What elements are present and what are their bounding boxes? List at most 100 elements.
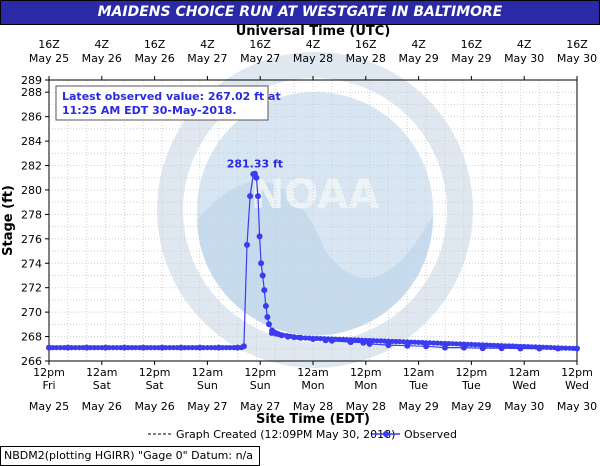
top-tick-hour: 16Z bbox=[249, 38, 271, 51]
observed-point bbox=[255, 193, 261, 200]
observed-point bbox=[461, 341, 467, 347]
observed-point bbox=[144, 345, 150, 351]
bottom-tick-day: Mon bbox=[354, 379, 377, 392]
observed-point bbox=[483, 342, 490, 348]
observed-point bbox=[87, 345, 94, 351]
observed-point bbox=[359, 337, 365, 343]
bottom-tick-day: Tue bbox=[408, 379, 428, 392]
observed-point bbox=[314, 335, 320, 341]
y-tick-label: 272 bbox=[21, 282, 42, 295]
top-tick-hour: 16Z bbox=[355, 38, 377, 51]
observed-point bbox=[427, 340, 433, 346]
bottom-tick-day: Wed bbox=[512, 379, 536, 392]
observed-point bbox=[517, 343, 524, 349]
observed-point bbox=[53, 345, 60, 351]
observed-point bbox=[227, 345, 233, 351]
y-tick-label: 266 bbox=[21, 355, 42, 368]
top-tick-hour: 16Z bbox=[144, 38, 166, 51]
observed-point bbox=[258, 260, 265, 267]
bottom-tick-date: May 28 bbox=[346, 400, 386, 413]
observed-point bbox=[525, 344, 531, 350]
observed-point bbox=[247, 193, 254, 200]
observed-point bbox=[174, 345, 180, 351]
observed-point bbox=[261, 287, 268, 294]
top-tick-hour: 4Z bbox=[517, 38, 532, 51]
top-tick-date: May 26 bbox=[134, 52, 174, 65]
observed-point bbox=[223, 345, 229, 351]
top-tick-hour: 4Z bbox=[200, 38, 215, 51]
bottom-tick-time: 12pm bbox=[350, 366, 382, 379]
annotation-box bbox=[55, 85, 269, 121]
observed-point bbox=[69, 345, 75, 351]
observed-point bbox=[344, 337, 350, 343]
observed-point bbox=[266, 321, 272, 328]
observed-point bbox=[329, 336, 335, 342]
observed-point bbox=[302, 335, 309, 341]
observed-point bbox=[306, 335, 312, 341]
annotation-line-2: 11:25 AM EDT 30-May-2018. bbox=[62, 104, 237, 117]
top-tick-date: May 28 bbox=[346, 52, 386, 65]
observed-point bbox=[182, 345, 188, 351]
observed-point bbox=[408, 339, 414, 345]
watermark-logo-text: NOAA bbox=[251, 172, 379, 218]
observed-point bbox=[536, 344, 542, 350]
observed-point bbox=[389, 338, 395, 344]
y-tick-label: 288 bbox=[21, 86, 42, 99]
bottom-tick-date: May 29 bbox=[451, 400, 491, 413]
observed-point bbox=[404, 339, 410, 345]
y-tick-label: 282 bbox=[21, 160, 42, 173]
observed-point bbox=[419, 339, 425, 346]
top-tick-date: May 30 bbox=[557, 52, 597, 65]
observed-point bbox=[61, 345, 67, 351]
legend-observed-label: Observed bbox=[404, 428, 457, 441]
observed-point bbox=[544, 344, 550, 350]
bottom-tick-day: Mon bbox=[301, 379, 324, 392]
bottom-tick-time: 12pm bbox=[561, 366, 593, 379]
observed-point bbox=[295, 334, 301, 340]
y-tick-label: 280 bbox=[21, 184, 42, 197]
bottom-tick-date: May 27 bbox=[240, 400, 280, 413]
observed-point bbox=[336, 336, 342, 342]
observed-point bbox=[262, 303, 269, 309]
observed-point bbox=[374, 338, 380, 344]
observed-point bbox=[106, 345, 112, 351]
observed-point bbox=[465, 341, 471, 347]
observed-point bbox=[76, 345, 82, 351]
y-tick-label: 286 bbox=[21, 111, 42, 124]
bottom-tick-time: 12pm bbox=[244, 366, 276, 379]
y-tick-label: 270 bbox=[21, 306, 42, 319]
top-tick-hour: 16Z bbox=[38, 38, 60, 51]
observed-point bbox=[555, 345, 561, 351]
observed-point bbox=[140, 345, 146, 351]
observed-point bbox=[363, 337, 369, 343]
chart-title: MAIDENS CHOICE RUN AT WESTGATE IN BALTIM… bbox=[97, 4, 503, 20]
bottom-tick-time: 12am bbox=[508, 366, 539, 379]
observed-point bbox=[400, 339, 407, 345]
gage-datum-note: NBDM2(plotting HGIRR) "Gage 0" Datum: n/… bbox=[4, 449, 253, 462]
observed-point bbox=[84, 345, 90, 351]
observed-point bbox=[423, 340, 429, 346]
observed-point bbox=[540, 344, 546, 350]
observed-point bbox=[110, 345, 116, 351]
observed-point bbox=[235, 345, 241, 351]
observed-point bbox=[136, 345, 143, 351]
top-axis-title: Universal Time (UTC) bbox=[236, 24, 391, 39]
top-tick-date: May 26 bbox=[82, 52, 122, 65]
top-tick-date: May 27 bbox=[240, 52, 280, 65]
observed-point bbox=[502, 343, 508, 349]
observed-point bbox=[563, 345, 569, 351]
bottom-tick-time: 12pm bbox=[33, 366, 65, 379]
observed-point bbox=[317, 336, 324, 342]
observed-point bbox=[155, 345, 161, 351]
observed-point bbox=[480, 342, 486, 348]
y-tick-label: 274 bbox=[21, 257, 42, 270]
y-axis-title: Stage (ft) bbox=[1, 185, 16, 256]
bottom-tick-date: May 28 bbox=[293, 400, 333, 413]
peak-value-label: 281.33 ft bbox=[227, 158, 283, 171]
y-tick-label: 276 bbox=[21, 233, 42, 246]
observed-point bbox=[167, 345, 173, 351]
observed-point bbox=[378, 338, 384, 344]
